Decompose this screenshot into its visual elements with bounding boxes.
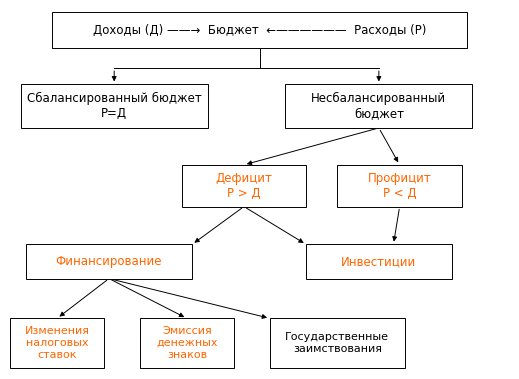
Text: Доходы (Д) ——→  Бюджет  ←——————  Расходы (Р): Доходы (Д) ——→ Бюджет ←—————— Расходы (Р… xyxy=(93,24,426,37)
Text: Эмиссия
денежных
знаков: Эмиссия денежных знаков xyxy=(156,326,217,360)
FancyBboxPatch shape xyxy=(182,165,306,207)
FancyBboxPatch shape xyxy=(21,85,208,128)
Text: Государственные
заимствования: Государственные заимствования xyxy=(285,332,389,354)
Text: Инвестиции: Инвестиции xyxy=(342,255,416,268)
FancyBboxPatch shape xyxy=(285,85,472,128)
FancyBboxPatch shape xyxy=(52,12,467,49)
FancyBboxPatch shape xyxy=(26,244,192,279)
FancyBboxPatch shape xyxy=(10,318,104,368)
Text: Несбалансированный
бюджет: Несбалансированный бюджет xyxy=(311,92,446,120)
Text: Изменения
налоговых
ставок: Изменения налоговых ставок xyxy=(24,326,90,360)
Text: Сбалансированный бюджет
Р=Д: Сбалансированный бюджет Р=Д xyxy=(27,92,201,120)
Text: Дефицит
Р > Д: Дефицит Р > Д xyxy=(215,172,272,200)
Text: Финансирование: Финансирование xyxy=(56,255,162,268)
FancyBboxPatch shape xyxy=(306,244,452,279)
FancyBboxPatch shape xyxy=(337,165,462,207)
FancyBboxPatch shape xyxy=(270,318,405,368)
Text: Профицит
Р < Д: Профицит Р < Д xyxy=(368,172,431,200)
FancyBboxPatch shape xyxy=(140,318,234,368)
